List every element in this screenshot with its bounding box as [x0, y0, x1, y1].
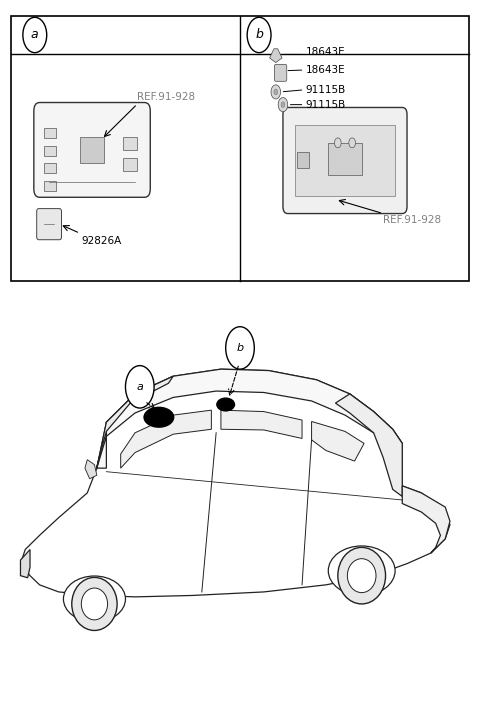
Circle shape	[335, 138, 341, 148]
Polygon shape	[21, 369, 450, 597]
Polygon shape	[221, 410, 302, 439]
Circle shape	[278, 97, 288, 111]
Ellipse shape	[348, 559, 376, 593]
Bar	[44, 163, 56, 173]
Circle shape	[274, 89, 278, 94]
Circle shape	[226, 327, 254, 369]
Ellipse shape	[216, 398, 235, 412]
Bar	[297, 152, 309, 168]
Circle shape	[125, 366, 154, 408]
Text: a: a	[136, 382, 143, 392]
FancyBboxPatch shape	[275, 65, 287, 82]
Text: b: b	[237, 343, 243, 353]
Ellipse shape	[338, 547, 385, 604]
Bar	[11, 16, 469, 280]
Circle shape	[281, 102, 285, 107]
Text: 18643E: 18643E	[305, 48, 345, 58]
Ellipse shape	[144, 407, 174, 428]
FancyBboxPatch shape	[283, 107, 407, 214]
Text: 92826A: 92826A	[82, 236, 122, 246]
Text: 91115B: 91115B	[305, 84, 346, 95]
FancyBboxPatch shape	[36, 209, 61, 240]
FancyBboxPatch shape	[34, 102, 150, 197]
Polygon shape	[402, 486, 450, 553]
Text: REF.91-928: REF.91-928	[137, 92, 195, 102]
Bar	[295, 125, 395, 196]
Bar	[44, 181, 56, 191]
Text: 18643E: 18643E	[305, 65, 345, 75]
Ellipse shape	[81, 588, 108, 620]
Polygon shape	[120, 410, 211, 468]
Polygon shape	[97, 376, 173, 468]
Bar	[328, 143, 362, 175]
Text: REF.91-928: REF.91-928	[383, 215, 441, 225]
Polygon shape	[25, 540, 97, 567]
Ellipse shape	[328, 546, 395, 596]
Polygon shape	[270, 49, 282, 62]
Polygon shape	[312, 422, 364, 461]
Bar	[123, 137, 137, 150]
Bar	[123, 158, 137, 171]
Polygon shape	[336, 394, 402, 496]
Polygon shape	[85, 459, 97, 479]
Circle shape	[23, 17, 47, 53]
Circle shape	[247, 17, 271, 53]
Circle shape	[349, 138, 356, 148]
Text: a: a	[31, 28, 38, 41]
Text: 91115B: 91115B	[305, 99, 346, 109]
Text: b: b	[255, 28, 263, 41]
Bar	[44, 128, 56, 138]
Bar	[80, 137, 104, 163]
Polygon shape	[21, 550, 30, 578]
Bar	[44, 146, 56, 155]
Ellipse shape	[72, 577, 117, 630]
Polygon shape	[97, 369, 402, 468]
Circle shape	[271, 84, 281, 99]
Ellipse shape	[63, 576, 125, 622]
